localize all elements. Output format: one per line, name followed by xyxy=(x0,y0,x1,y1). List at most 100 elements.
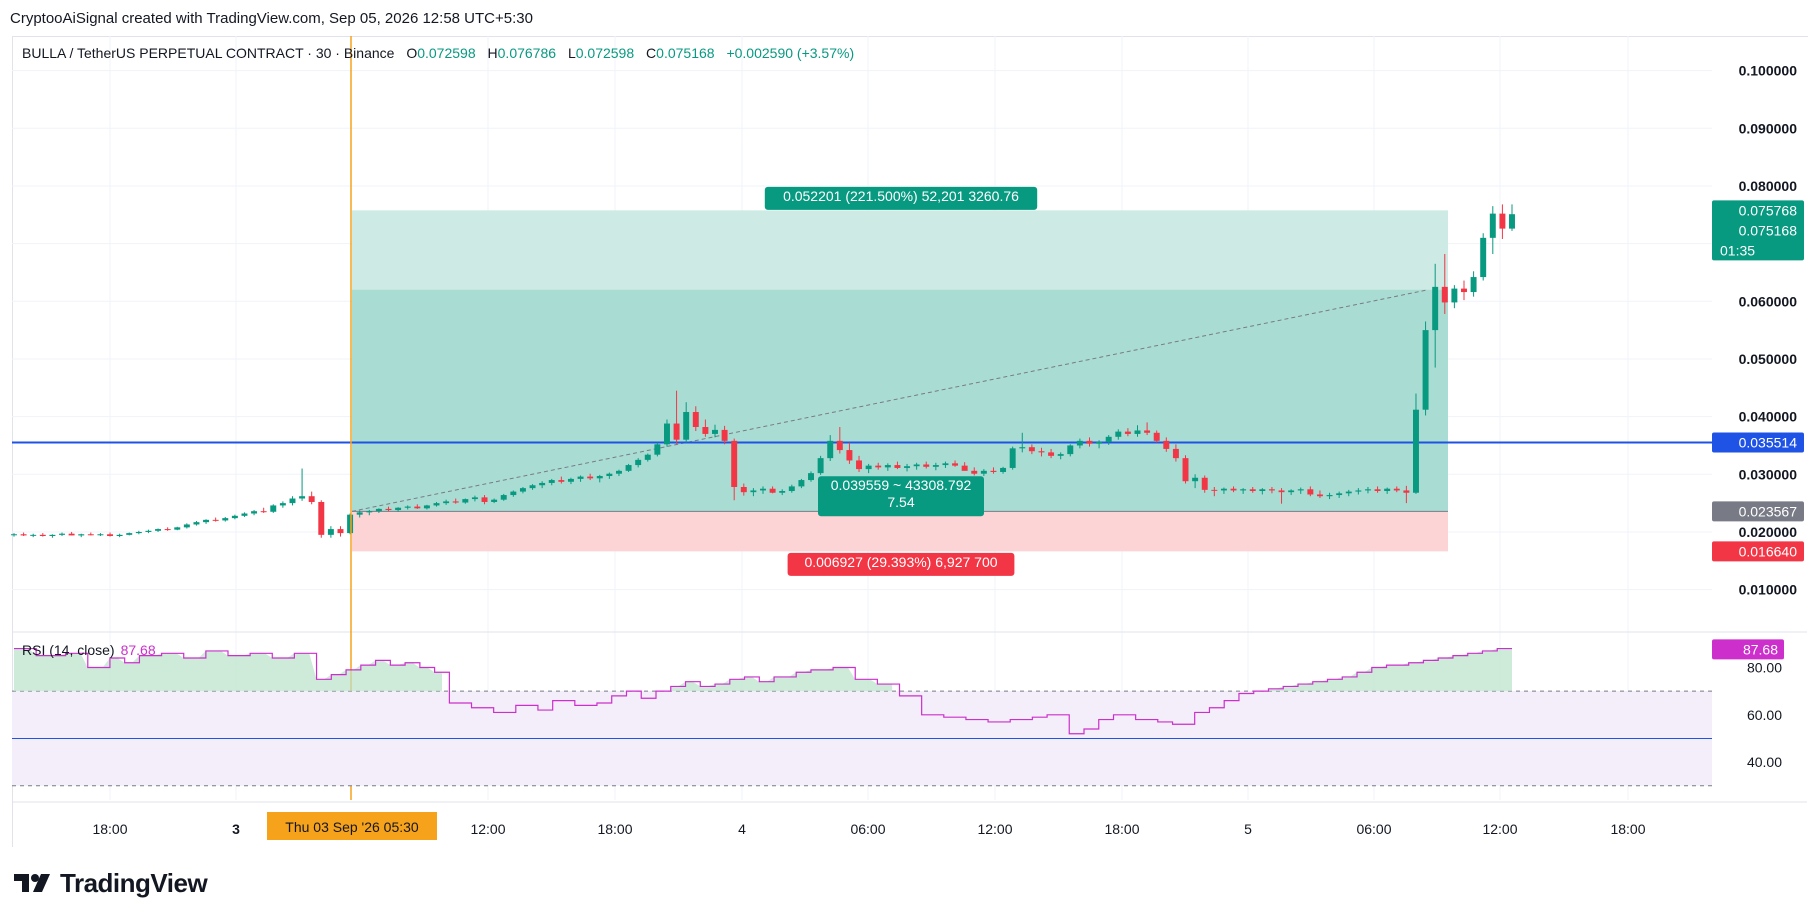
close-value: 0.075168 xyxy=(656,45,715,61)
profit-zone-filled xyxy=(352,289,1448,512)
time-tick-label: 18:00 xyxy=(1610,821,1645,837)
time-tick-label: 12:00 xyxy=(977,821,1012,837)
candle-down xyxy=(856,460,863,470)
chart-credit: CryptooAiSignal created with TradingView… xyxy=(10,10,533,27)
time-tick-label: 12:00 xyxy=(1482,821,1517,837)
candle-up xyxy=(270,505,277,512)
close-label: C xyxy=(646,45,657,61)
candle-up xyxy=(760,488,766,491)
rsi-legend: RSI (14, close) 87.68 xyxy=(22,642,156,658)
candle-up xyxy=(798,480,805,487)
candle-up xyxy=(788,486,795,492)
candle-down xyxy=(971,470,978,474)
time-tick-label: 5 xyxy=(1244,821,1252,837)
candle-up xyxy=(548,480,555,483)
candle-down xyxy=(1441,286,1448,303)
candle-down xyxy=(1403,490,1410,493)
candle-up xyxy=(596,476,603,479)
price-tick-label: 0.090000 xyxy=(1739,120,1798,136)
candle-down xyxy=(587,476,594,479)
support-price-tag: 0.035514 xyxy=(1739,434,1798,450)
candle-up xyxy=(510,491,517,496)
candle-down xyxy=(875,465,882,468)
candle-down xyxy=(692,412,699,428)
candle-up xyxy=(750,490,757,493)
candle-down xyxy=(1316,494,1323,497)
change-value: +0.002590 (+3.57%) xyxy=(726,45,855,61)
candle-down xyxy=(1028,447,1035,452)
candle-up xyxy=(663,423,670,445)
candle-up xyxy=(1480,237,1487,278)
rsi-value-tag-bg xyxy=(1712,639,1784,660)
candle-down xyxy=(481,497,488,502)
candle-down xyxy=(452,501,459,503)
candle-up xyxy=(567,478,574,482)
candle-down xyxy=(558,480,565,482)
candle-down xyxy=(1144,430,1151,433)
candle-down xyxy=(1393,488,1400,491)
candle-up xyxy=(251,511,258,514)
candle-up xyxy=(1336,493,1343,496)
candle-up xyxy=(1220,488,1227,491)
candle-down xyxy=(1038,451,1045,453)
time-tick-label-3: 3 xyxy=(232,821,240,837)
tradingview-logo[interactable]: TradingView xyxy=(14,868,208,901)
stop-label-bg xyxy=(787,552,1015,576)
symbol-name: BULLA / TetherUS PERPETUAL CONTRACT · 30… xyxy=(22,45,395,61)
candle-up xyxy=(155,529,162,531)
candle-down xyxy=(1182,458,1189,482)
candle-up xyxy=(827,440,834,459)
candle-down xyxy=(721,429,728,441)
candle-up xyxy=(1355,490,1362,492)
candle-up xyxy=(1412,409,1419,493)
candle-up xyxy=(1345,491,1352,494)
candle-down xyxy=(731,440,738,487)
candle-up xyxy=(78,534,85,536)
logo-text: TradingView xyxy=(60,868,208,898)
candle-up xyxy=(980,470,987,474)
rsi-label: RSI (14, close) xyxy=(22,642,115,658)
loss-zone xyxy=(352,511,1448,552)
candle-up xyxy=(193,522,200,525)
candle-down xyxy=(385,508,392,511)
price-tick-label: 0.030000 xyxy=(1739,466,1798,482)
time-tick-label: 12:00 xyxy=(470,821,505,837)
candle-down xyxy=(1211,489,1218,491)
candle-up xyxy=(375,508,382,512)
candle-down xyxy=(846,450,853,461)
candle-up xyxy=(203,519,210,523)
candle-up xyxy=(913,464,920,467)
candle-down xyxy=(1048,452,1055,456)
rsi-tick-label: 40.00 xyxy=(1747,754,1782,770)
candle-up xyxy=(183,524,190,528)
time-tick-label: 06:00 xyxy=(1356,821,1391,837)
candle-up xyxy=(299,496,306,499)
candle-up xyxy=(347,514,354,534)
candle-up xyxy=(1019,447,1026,449)
candle-up xyxy=(1000,467,1007,472)
price-tick-label: 0.060000 xyxy=(1739,293,1798,309)
target-label-bg xyxy=(764,186,1038,210)
candle-up xyxy=(644,454,651,460)
low-value: 0.072598 xyxy=(575,45,635,61)
candle-down xyxy=(740,486,747,493)
candle-down xyxy=(769,488,776,493)
candle-up xyxy=(356,512,363,515)
candle-down xyxy=(20,534,27,536)
current-price-tag-bg xyxy=(1712,200,1804,261)
rsi-value: 87.68 xyxy=(120,642,156,658)
high-label: H xyxy=(487,45,498,61)
candle-up xyxy=(635,459,642,466)
candle-up xyxy=(1009,448,1016,468)
candle-down xyxy=(952,463,959,466)
rsi-tick-label: 60.00 xyxy=(1747,707,1782,723)
candle-up xyxy=(1509,214,1515,229)
candle-down xyxy=(318,501,325,535)
candle-up xyxy=(615,470,622,474)
candle-up xyxy=(1105,436,1112,442)
candle-up xyxy=(30,534,37,536)
candle-up xyxy=(500,495,507,500)
candle-up xyxy=(433,503,440,506)
candle-up xyxy=(1115,431,1122,437)
